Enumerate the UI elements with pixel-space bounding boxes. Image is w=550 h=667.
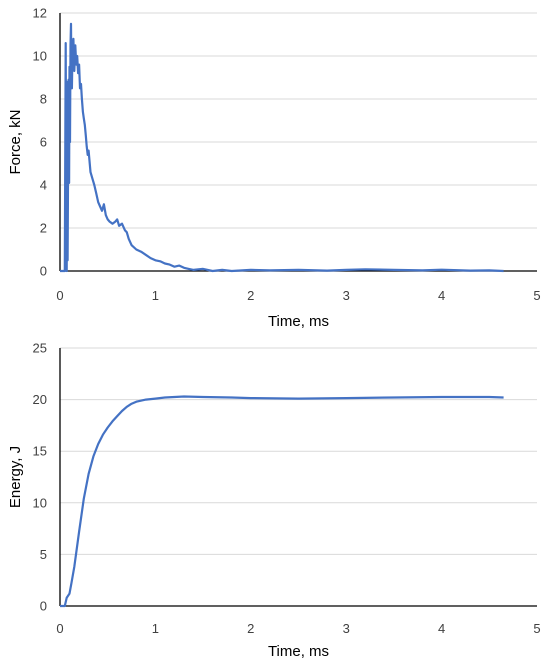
chart-2-y-tick-label-20: 20 xyxy=(33,392,47,407)
chart-2-x-tick-label-3: 3 xyxy=(343,621,350,636)
chart-1-x-tick-label-4: 4 xyxy=(438,288,445,303)
chart-1-y-tick-label-8: 8 xyxy=(40,92,47,107)
chart-1-y-tick-label-12: 12 xyxy=(33,6,47,21)
chart-1-y-tick-label-2: 2 xyxy=(40,221,47,236)
chart-2-x-tick-label-5: 5 xyxy=(533,621,540,636)
chart-2-x-axis-title: Time, ms xyxy=(268,643,329,660)
chart-2-y-tick-label-5: 5 xyxy=(40,547,47,562)
chart-2-x-tick-label-1: 1 xyxy=(152,621,159,636)
chart-1-y-tick-label-0: 0 xyxy=(40,264,47,279)
chart-2-y-tick-label-10: 10 xyxy=(33,495,47,510)
chart-1-x-tick-label-0: 0 xyxy=(56,288,63,303)
chart-2-x-tick-label-2: 2 xyxy=(247,621,254,636)
chart-2-y-tick-label-0: 0 xyxy=(40,599,47,614)
chart-1-x-tick-label-3: 3 xyxy=(343,288,350,303)
chart-1-y-tick-label-6: 6 xyxy=(40,135,47,150)
chart-2-x-tick-label-0: 0 xyxy=(56,621,63,636)
chart-2-series-line-1 xyxy=(60,395,504,608)
chart-1-y-tick-label-10: 10 xyxy=(33,49,47,64)
chart-1-x-tick-label-1: 1 xyxy=(152,288,159,303)
chart-1-y-tick-label-4: 4 xyxy=(40,178,47,193)
chart-1-series-line-1 xyxy=(60,22,504,273)
chart-1-x-axis-title: Time, ms xyxy=(268,313,329,330)
chart-2-y-axis-title: Energy, J xyxy=(7,446,24,508)
chart-1-x-tick-label-5: 5 xyxy=(533,288,540,303)
chart-1-x-tick-label-2: 2 xyxy=(247,288,254,303)
chart-2-y-tick-label-25: 25 xyxy=(33,341,47,356)
chart-2-y-tick-label-15: 15 xyxy=(33,444,47,459)
chart-2-x-tick-label-4: 4 xyxy=(438,621,445,636)
chart-1-y-axis-title: Force, kN xyxy=(7,109,24,174)
